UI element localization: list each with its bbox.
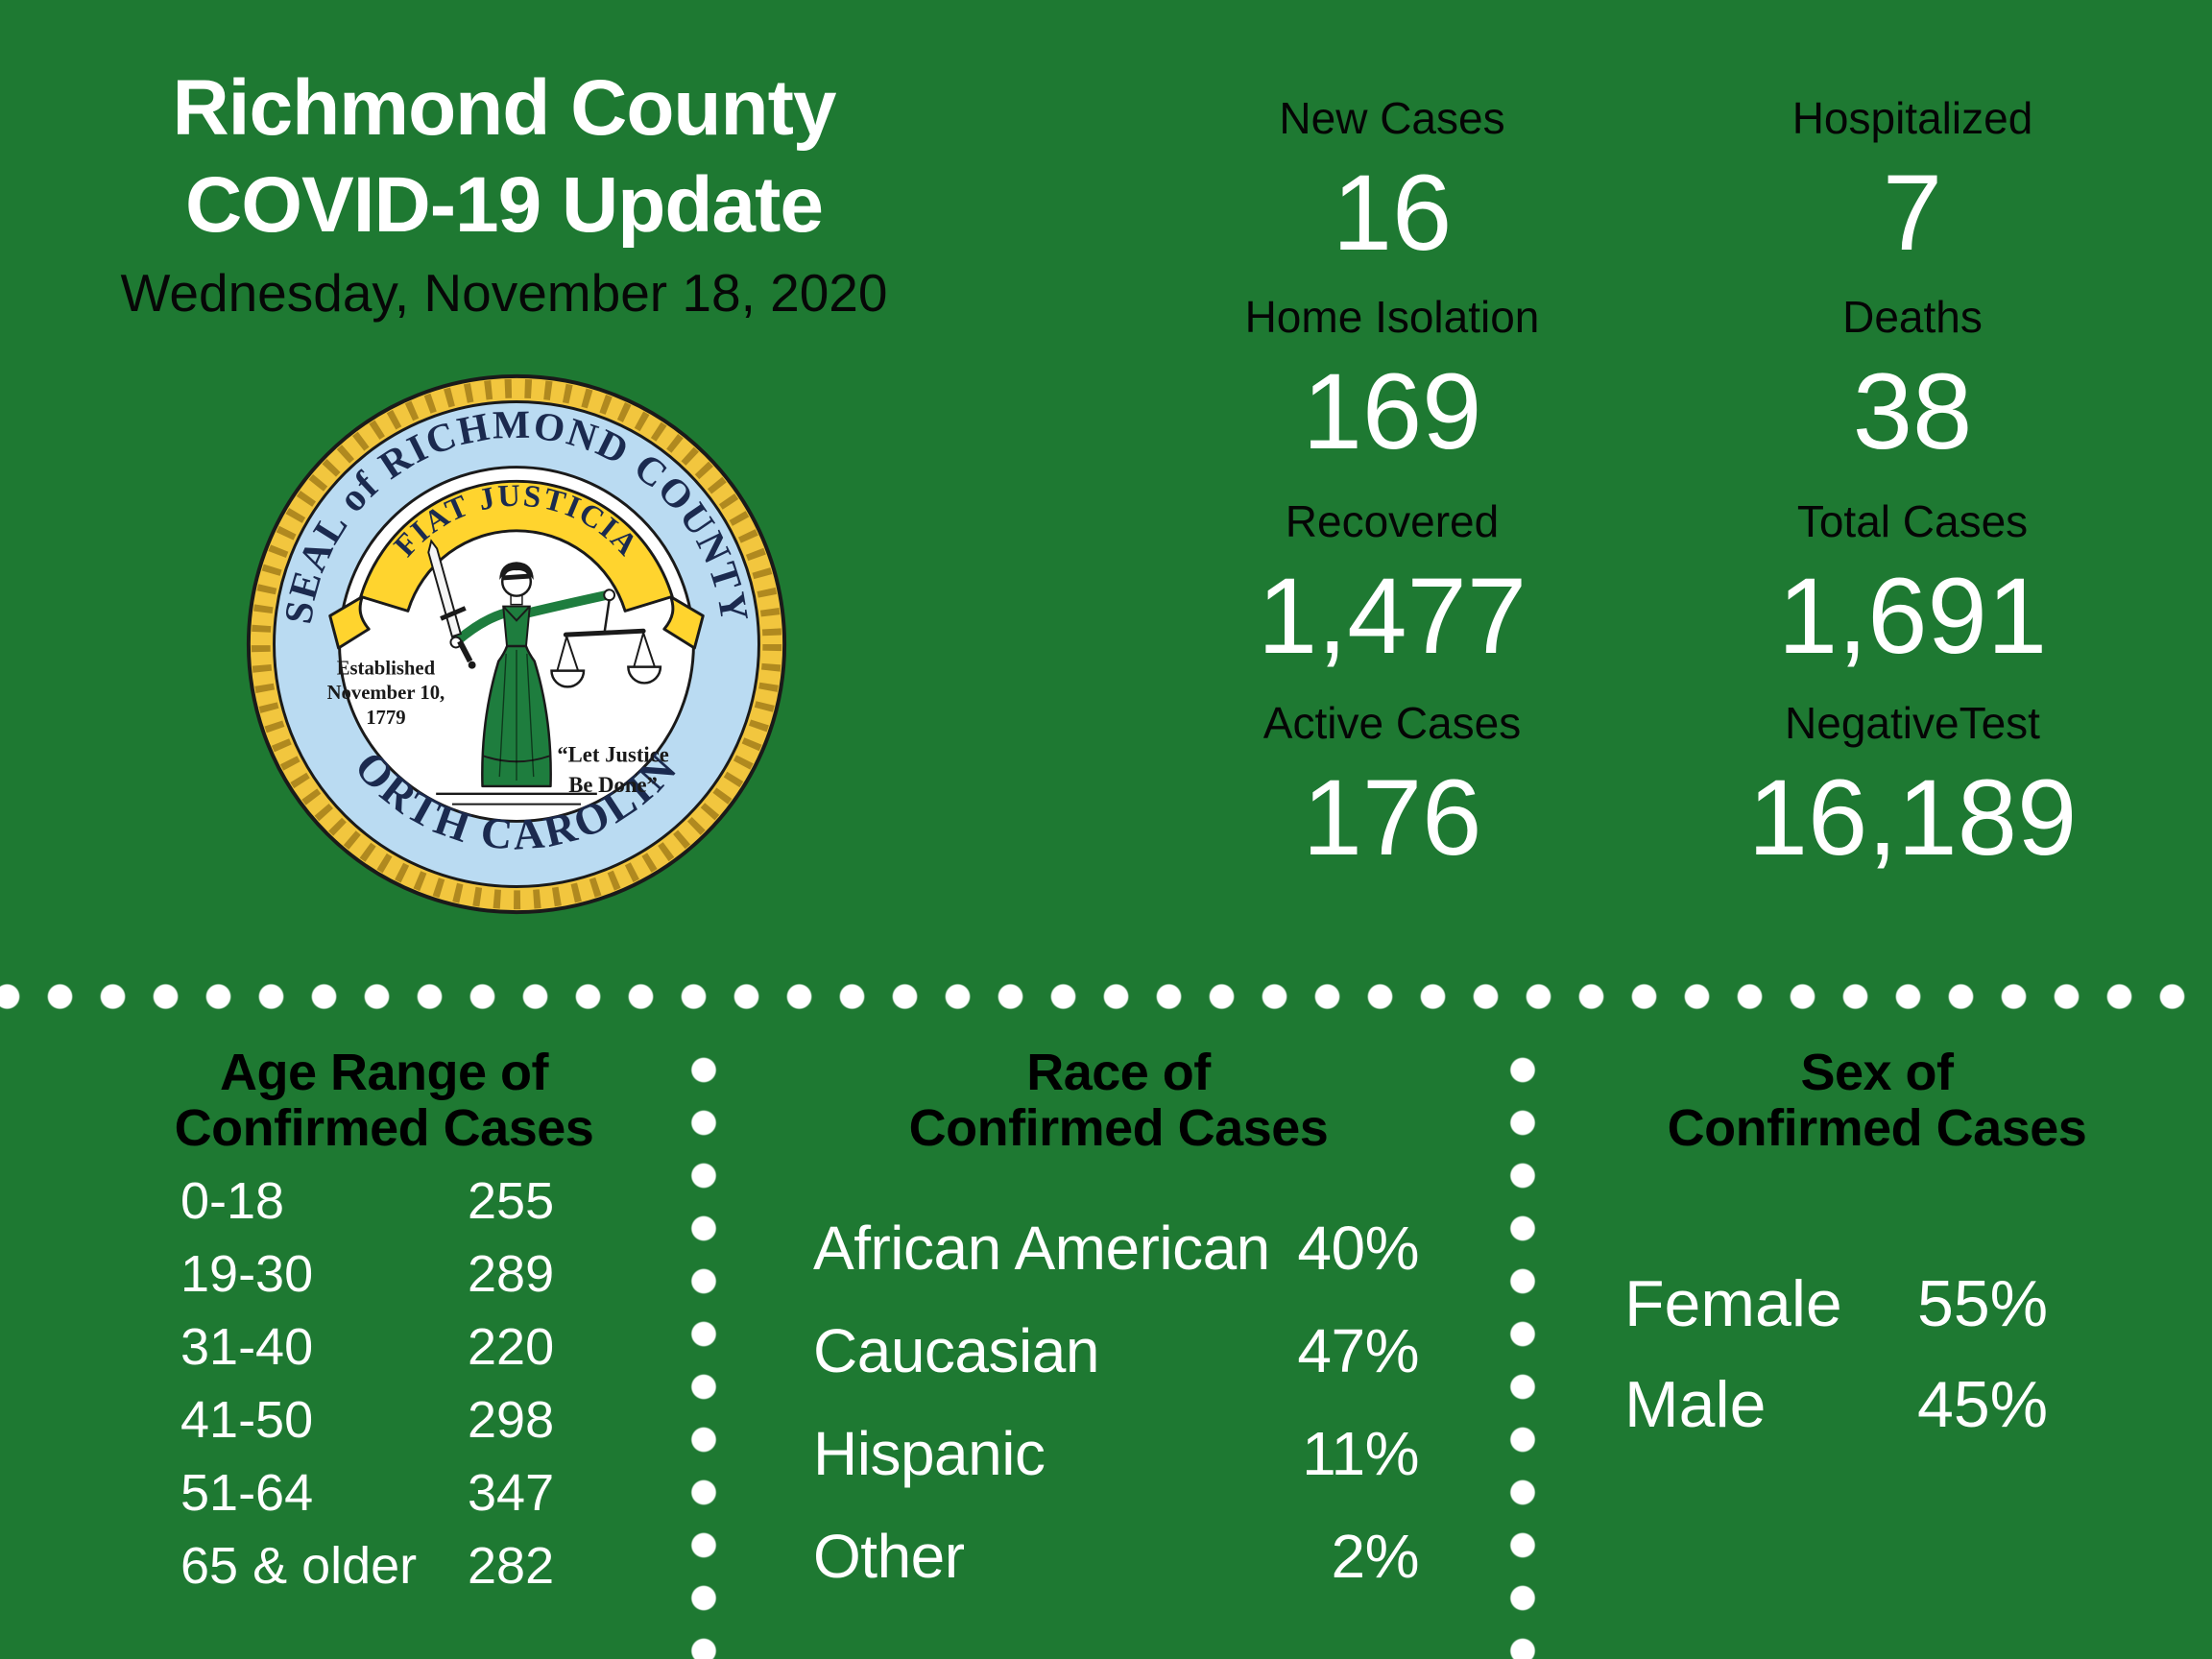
sex-section-title: Sex of Confirmed Cases [1546, 1045, 2208, 1156]
sex-title-line1: Sex of [1800, 1044, 1954, 1101]
stat-value: 38 [1852, 351, 1973, 471]
table-row: 51-64 347 [115, 1456, 653, 1529]
county-seal: SEAL of RICHMOND COUNTY NORTH CAROLINA F… [242, 370, 787, 915]
stat-label: Active Cases [1262, 698, 1522, 748]
vertical-dotted-divider-right [1509, 1044, 1536, 1659]
horizontal-dotted-divider [0, 983, 2212, 1010]
age-range-value: 282 [468, 1537, 555, 1595]
stat-hospitalized: Hospitalized 7 [1644, 91, 2181, 279]
race-value: 47% [1297, 1316, 1419, 1385]
table-row: 41-50 298 [115, 1383, 653, 1456]
age-table: 0-18 255 19-30 289 31-40 220 41-50 298 51-64… [115, 1165, 653, 1602]
stat-new-cases: New Cases 16 [1123, 91, 1661, 279]
age-range-label: 65 & older [180, 1537, 418, 1595]
stat-home-isolation: Home Isolation 169 [1123, 290, 1661, 478]
table-row: 65 & older 282 [115, 1529, 653, 1602]
table-row: Other 2% [758, 1505, 1479, 1608]
stat-active-cases: Active Cases 176 [1123, 696, 1661, 884]
stat-value: 16 [1332, 153, 1453, 273]
age-range-value: 255 [468, 1172, 555, 1230]
age-range-value: 347 [468, 1464, 555, 1522]
stat-label: Home Isolation [1244, 292, 1540, 342]
header: Richmond County COVID-19 Update Wednesday… [58, 60, 950, 323]
age-range-value: 289 [468, 1245, 555, 1303]
lady-justice-figure [427, 539, 662, 805]
race-value: 2% [1331, 1522, 1420, 1591]
seal-motto-text: “Let Justice Be Done” [557, 742, 668, 797]
race-table: African American 40% Caucasian 47% Hispani… [758, 1197, 1479, 1608]
race-section-title: Race of Confirmed Cases [758, 1045, 1479, 1156]
stat-value: 169 [1302, 351, 1482, 471]
page-title-line1: Richmond County [172, 64, 836, 152]
table-row: African American 40% [758, 1197, 1479, 1300]
seal-banner-ribbon [328, 479, 705, 650]
race-value: 40% [1297, 1214, 1419, 1283]
race-title-line1: Race of [1026, 1044, 1211, 1101]
svg-text:“Let Justice: “Let Justice [557, 742, 668, 766]
table-row: 0-18 255 [115, 1165, 653, 1238]
stat-value: 1,691 [1777, 556, 2048, 676]
seal-established-text: Established November 10, 1779 [327, 659, 445, 729]
age-range-value: 220 [468, 1318, 555, 1376]
sex-value: 45% [1917, 1368, 2049, 1441]
race-label: African American [813, 1214, 1270, 1283]
stat-label: Recovered [1285, 496, 1500, 546]
age-range-value: 298 [468, 1391, 555, 1449]
table-row: 31-40 220 [115, 1310, 653, 1383]
svg-text:Established: Established [337, 659, 436, 680]
race-label: Other [813, 1522, 965, 1591]
age-range-label: 31-40 [180, 1318, 314, 1376]
stat-total-cases: Total Cases 1,691 [1644, 494, 2181, 683]
age-range-label: 0-18 [180, 1172, 285, 1230]
age-range-label: 51-64 [180, 1464, 314, 1522]
stat-label: Deaths [1842, 292, 1983, 342]
sex-label: Male [1624, 1368, 1767, 1441]
table-row: 19-30 289 [115, 1238, 653, 1310]
age-range-label: 19-30 [180, 1245, 314, 1303]
race-title-line2: Confirmed Cases [908, 1099, 1329, 1157]
vertical-dotted-divider-left [690, 1044, 717, 1659]
race-label: Caucasian [813, 1316, 1099, 1385]
report-date: Wednesday, November 18, 2020 [120, 263, 888, 323]
age-title-line1: Age Range of [219, 1044, 549, 1101]
svg-text:1779: 1779 [366, 708, 405, 729]
stat-deaths: Deaths 38 [1644, 290, 2181, 478]
table-row: Female 55% [1546, 1254, 2208, 1355]
age-section-title: Age Range of Confirmed Cases [115, 1045, 653, 1156]
sex-table: Female 55% Male 45% [1546, 1254, 2208, 1455]
table-row: Male 45% [1546, 1355, 2208, 1455]
age-range-label: 41-50 [180, 1391, 314, 1449]
stat-value: 176 [1302, 757, 1482, 878]
table-row: Caucasian 47% [758, 1300, 1479, 1403]
race-value: 11% [1302, 1419, 1419, 1488]
svg-text:November 10,: November 10, [327, 683, 445, 704]
stat-negative-tests: NegativeTest 16,189 [1644, 696, 2181, 884]
page-title: Richmond County COVID-19 Update [58, 60, 950, 253]
svg-text:Be Done”: Be Done” [568, 773, 658, 797]
stat-value: 16,189 [1747, 757, 2078, 878]
stat-value: 7 [1882, 153, 1943, 273]
sex-value: 55% [1917, 1267, 2049, 1340]
stat-recovered: Recovered 1,477 [1123, 494, 1661, 683]
stat-label: NegativeTest [1785, 698, 2040, 748]
stat-label: New Cases [1279, 93, 1505, 143]
stat-value: 1,477 [1257, 556, 1527, 676]
page-title-line2: COVID-19 Update [185, 161, 824, 249]
stat-label: Total Cases [1796, 496, 2029, 546]
sex-label: Female [1624, 1267, 1842, 1340]
stat-label: Hospitalized [1791, 93, 2033, 143]
age-title-line2: Confirmed Cases [174, 1099, 594, 1157]
table-row: Hispanic 11% [758, 1403, 1479, 1505]
scales-of-justice-icon [550, 599, 662, 688]
sex-title-line2: Confirmed Cases [1667, 1099, 2087, 1157]
race-label: Hispanic [813, 1419, 1046, 1488]
